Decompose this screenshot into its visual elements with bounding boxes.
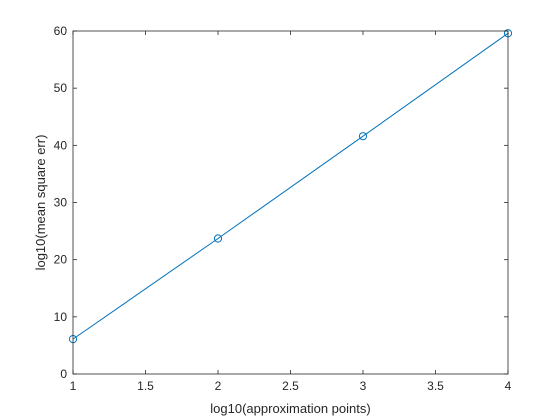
x-tick-label: 3.5 [427,379,444,393]
x-tick-label: 2 [215,379,222,393]
x-tick-label: 4 [505,379,512,393]
x-tick-label: 3 [360,379,367,393]
plot-area [73,31,508,374]
y-tick-label: 10 [54,310,68,324]
series-line [72,32,509,340]
y-tick-label: 30 [54,196,68,210]
y-tick-label: 60 [54,24,68,38]
y-tick-label: 50 [54,81,68,95]
x-tick-label: 1.5 [137,379,154,393]
y-tick-label: 0 [60,367,67,381]
x-axis-label: log10(approximation points) [210,401,370,416]
y-tick-label: 40 [54,138,68,152]
data-point [358,132,368,141]
plot-frame [72,30,509,375]
x-tick-label: 1 [70,379,77,393]
data-point [213,234,223,243]
x-tick-label: 2.5 [282,379,299,393]
y-tick-label: 20 [54,253,68,267]
y-axis-label: log10(mean square err) [33,135,48,271]
